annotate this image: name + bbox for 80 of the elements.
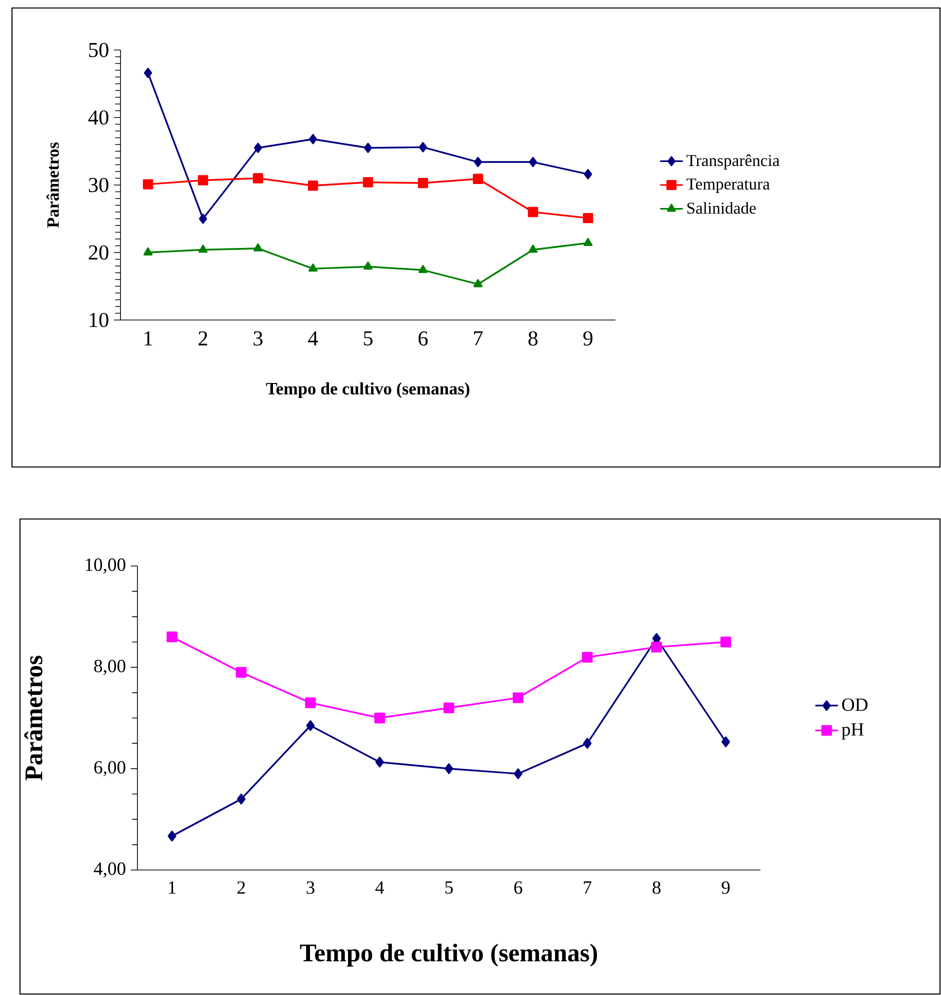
point <box>362 177 374 188</box>
x-tick-label: 6 <box>514 881 522 894</box>
point <box>582 652 593 663</box>
x-tick-label: 4 <box>308 331 318 346</box>
y-tick-label: 20 <box>88 245 108 260</box>
y-axis-title: Parâmetros <box>46 142 59 228</box>
point <box>198 175 208 186</box>
x-tick-label: 5 <box>364 331 372 346</box>
point <box>472 174 484 184</box>
point <box>418 264 428 274</box>
point <box>198 244 208 253</box>
legend-label: OD <box>842 698 868 711</box>
y-axis-title: Parâmetros <box>24 656 42 780</box>
legend-label: Temperatura <box>686 178 770 193</box>
y-tick-label: 8,00 <box>94 660 126 675</box>
x-tick-label: 7 <box>474 331 483 346</box>
point <box>254 142 262 153</box>
point <box>363 262 373 270</box>
x-tick-label: 6 <box>418 331 428 346</box>
legend-label: pH <box>842 723 864 740</box>
x-tick-label: 3 <box>306 881 314 894</box>
point <box>236 667 247 678</box>
y-tick-label: 6,00 <box>94 761 126 776</box>
point <box>514 768 522 780</box>
legend-label: Salinidade <box>687 202 756 214</box>
x-tick-label: 8 <box>652 881 660 894</box>
point <box>418 142 428 152</box>
point <box>308 180 318 191</box>
point <box>444 763 454 774</box>
x-tick-label: 3 <box>254 331 262 346</box>
point <box>374 712 386 724</box>
point <box>144 68 152 78</box>
x-tick-label: 2 <box>198 331 208 346</box>
point <box>584 169 592 180</box>
point <box>308 264 318 272</box>
x-tick-label: 5 <box>445 881 453 894</box>
y-tick-label: 10,00 <box>86 558 126 574</box>
point <box>166 632 178 642</box>
legend-label: Transparência <box>686 154 780 170</box>
y-tick-label: 10 <box>90 312 108 328</box>
y-tick-label: 40 <box>88 110 108 125</box>
point <box>308 134 318 144</box>
point <box>306 720 315 731</box>
point <box>720 636 732 648</box>
point <box>583 238 593 246</box>
x-tick-label: 4 <box>375 881 384 894</box>
point <box>528 244 538 253</box>
y-tick-label: 4,00 <box>94 862 126 878</box>
point <box>444 702 454 714</box>
point <box>512 692 524 704</box>
point <box>528 206 538 218</box>
point <box>364 142 372 153</box>
point <box>252 173 264 184</box>
x-tick-label: 8 <box>528 331 538 346</box>
point <box>375 756 384 768</box>
point <box>198 214 208 224</box>
point <box>473 279 483 288</box>
x-tick-label: 7 <box>584 881 592 894</box>
x-tick-label: 1 <box>168 881 176 894</box>
point <box>582 212 594 224</box>
point <box>236 794 246 804</box>
point <box>305 697 316 708</box>
y-tick-label: 30 <box>88 178 108 192</box>
point <box>474 156 482 168</box>
x-tick-label: 9 <box>722 881 730 894</box>
point <box>418 178 428 188</box>
point <box>651 642 662 652</box>
point <box>142 179 154 190</box>
point <box>583 738 592 749</box>
point <box>253 243 263 252</box>
x-tick-label: 1 <box>144 331 152 346</box>
point <box>528 156 538 168</box>
point <box>722 736 730 748</box>
point <box>168 830 176 842</box>
y-tick-label: 50 <box>89 42 108 58</box>
x-axis-title: Tempo de cultivo (semanas) <box>266 382 470 398</box>
x-axis-title: Tempo de cultivo (semanas) <box>300 944 597 967</box>
point <box>143 247 153 256</box>
x-tick-label: 9 <box>583 331 592 346</box>
x-tick-label: 2 <box>237 881 245 894</box>
